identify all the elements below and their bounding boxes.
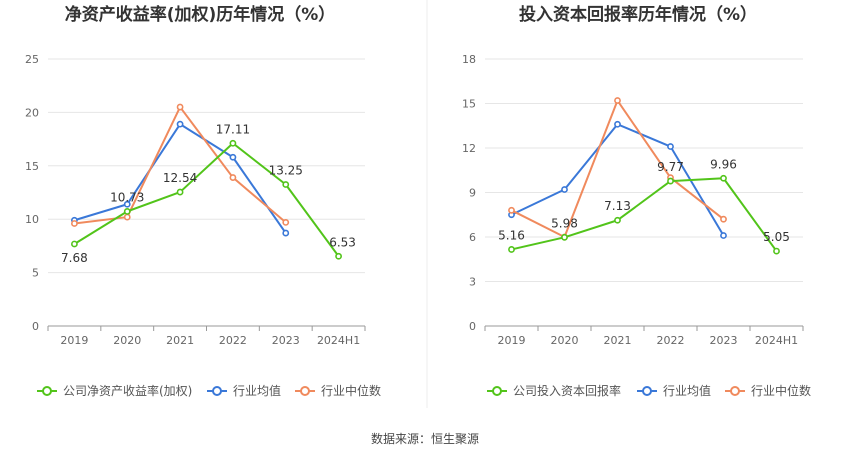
data-point — [614, 216, 621, 224]
data-point — [561, 233, 568, 241]
roe-chart: 净资产收益率(加权)历年情况（%） 0 5 10 15 20 25 2019 2020 2021 2… — [25, 4, 381, 398]
legend-swatch-marker — [300, 386, 310, 396]
legend-label[interactable]: 公司净资产收益率(加权) — [63, 383, 192, 398]
y-tick-label: 6 — [469, 231, 476, 244]
data-label: 6.53 — [329, 235, 356, 249]
x-tick-label: 2021 — [166, 334, 194, 347]
x-tick-label: 2019 — [60, 334, 88, 347]
data-point — [614, 120, 621, 128]
roic-chart: 投入资本回报率历年情况（%） 0 3 6 9 12 15 18 2019 2020 2021 2022… — [462, 4, 811, 398]
data-point — [720, 215, 727, 223]
data-point — [282, 229, 290, 237]
data-point — [123, 213, 131, 221]
chart-title: 投入资本回报率历年情况（%） — [519, 4, 757, 25]
y-tick-label: 15 — [25, 160, 39, 173]
data-point — [667, 177, 674, 185]
data-label: 5.16 — [498, 228, 525, 242]
legend-label[interactable]: 行业中位数 — [751, 383, 811, 398]
data-point — [720, 232, 727, 239]
data-point — [561, 186, 568, 193]
data-point — [508, 206, 515, 214]
y-tick-label: 18 — [462, 53, 476, 66]
data-label: 9.77 — [657, 160, 684, 174]
data-point — [176, 120, 184, 128]
data-label: 7.68 — [61, 251, 88, 265]
data-point — [508, 246, 515, 253]
x-tick-label: 2020 — [113, 334, 141, 347]
data-label: 12.54 — [163, 171, 197, 185]
data-point — [123, 200, 131, 208]
data-point — [176, 188, 184, 196]
data-point — [282, 219, 290, 226]
legend-label[interactable]: 行业中位数 — [321, 383, 381, 398]
data-point — [229, 174, 237, 181]
x-tick-label: 2023 — [272, 334, 300, 347]
data-point — [229, 139, 237, 147]
data-point — [71, 240, 78, 248]
legend-label[interactable]: 行业均值 — [233, 383, 281, 398]
series-line — [511, 177, 778, 252]
legend-swatch-marker — [642, 386, 652, 396]
y-tick-label: 20 — [25, 106, 39, 119]
data-label: 5.98 — [551, 216, 578, 230]
data-label: 9.96 — [710, 157, 737, 171]
y-tick-label: 12 — [462, 142, 476, 155]
y-tick-label: 9 — [469, 187, 476, 200]
x-tick-label: 2024H1 — [755, 334, 798, 347]
data-label: 13.25 — [269, 163, 303, 177]
y-tick-label: 5 — [32, 267, 39, 280]
x-tick-label: 2023 — [710, 334, 738, 347]
y-tick-label: 0 — [469, 320, 476, 333]
x-tick-label: 2024H1 — [317, 334, 360, 347]
data-point — [720, 174, 727, 182]
x-tick-label: 2019 — [498, 334, 526, 347]
legend-swatch-marker — [492, 386, 502, 396]
series-line — [73, 142, 340, 257]
x-tick-label: 2022 — [219, 334, 247, 347]
y-tick-label: 3 — [469, 276, 476, 289]
data-point — [667, 143, 674, 150]
x-tick-label: 2021 — [604, 334, 632, 347]
data-label: 7.13 — [604, 199, 631, 213]
x-tick-label: 2022 — [657, 334, 685, 347]
data-label: 5.05 — [763, 230, 790, 244]
data-point — [614, 97, 621, 104]
data-point — [123, 208, 131, 215]
chart-title: 净资产收益率(加权)历年情况（%） — [65, 4, 336, 25]
y-tick-label: 15 — [462, 98, 476, 111]
data-point — [71, 220, 78, 227]
data-point — [773, 247, 780, 255]
legend-label[interactable]: 公司投入资本回报率 — [513, 383, 621, 398]
legend-swatch-marker — [730, 386, 740, 396]
data-point — [335, 252, 342, 260]
x-tick-label: 2020 — [551, 334, 579, 347]
y-tick-label: 25 — [25, 53, 39, 66]
data-point — [176, 103, 184, 111]
legend-swatch-marker — [42, 386, 52, 396]
y-tick-label: 10 — [25, 213, 39, 226]
data-label: 17.11 — [216, 122, 250, 136]
y-tick-label: 0 — [32, 320, 39, 333]
data-point — [229, 153, 237, 161]
data-source-footer: 数据来源：恒生聚源 — [371, 431, 479, 446]
legend-swatch-marker — [212, 386, 222, 396]
data-label: 10.73 — [110, 190, 144, 204]
data-point — [282, 181, 290, 188]
legend-label[interactable]: 行业均值 — [663, 383, 711, 398]
